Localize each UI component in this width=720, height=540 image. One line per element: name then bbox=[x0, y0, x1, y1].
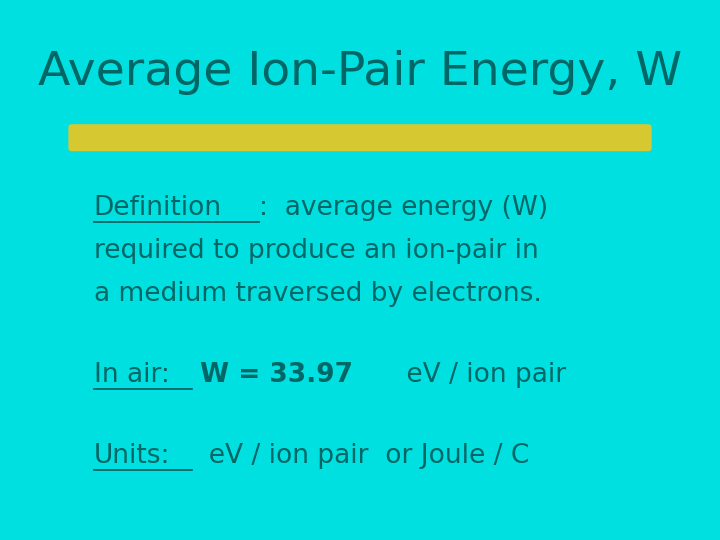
Text: :  average energy (W): : average energy (W) bbox=[259, 195, 548, 221]
Text: required to produce an ion-pair in: required to produce an ion-pair in bbox=[94, 238, 539, 264]
Text: W = 33.97: W = 33.97 bbox=[200, 362, 353, 388]
Text: In air:: In air: bbox=[94, 362, 169, 388]
Text: eV / ion pair  or Joule / C: eV / ion pair or Joule / C bbox=[192, 443, 529, 469]
FancyBboxPatch shape bbox=[68, 124, 652, 151]
Text: Average Ion-Pair Energy, W: Average Ion-Pair Energy, W bbox=[38, 50, 682, 96]
Text: a medium traversed by electrons.: a medium traversed by electrons. bbox=[94, 281, 541, 307]
Text: Definition: Definition bbox=[94, 195, 222, 221]
Text: Units:: Units: bbox=[94, 443, 170, 469]
Text: eV / ion pair: eV / ion pair bbox=[397, 362, 566, 388]
